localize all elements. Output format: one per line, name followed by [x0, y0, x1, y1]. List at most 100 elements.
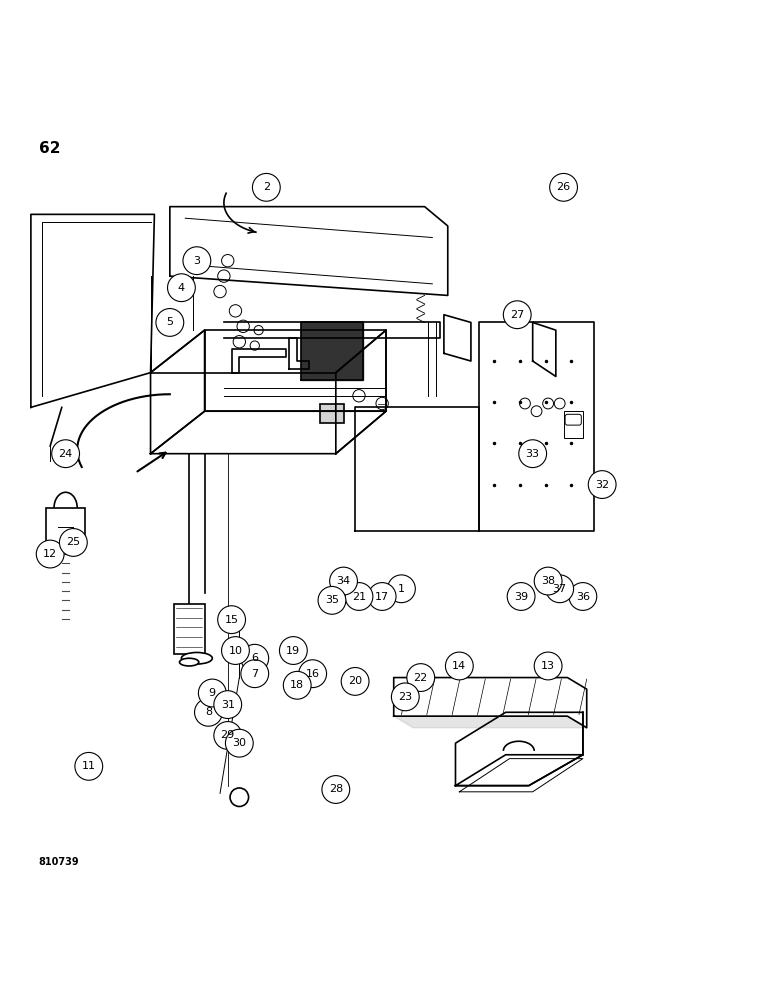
Circle shape: [230, 788, 249, 806]
Circle shape: [299, 660, 327, 688]
Circle shape: [376, 397, 388, 410]
Circle shape: [322, 776, 350, 803]
Circle shape: [407, 664, 435, 691]
Text: 37: 37: [553, 584, 567, 594]
Circle shape: [254, 326, 263, 335]
Circle shape: [330, 567, 357, 595]
Text: 30: 30: [232, 738, 246, 748]
Circle shape: [36, 540, 64, 568]
Circle shape: [588, 471, 616, 498]
Text: 19: 19: [286, 646, 300, 656]
Circle shape: [183, 247, 211, 275]
Circle shape: [279, 637, 307, 664]
Circle shape: [554, 398, 565, 409]
Circle shape: [519, 440, 547, 468]
Circle shape: [214, 691, 242, 718]
Ellipse shape: [181, 652, 212, 664]
Circle shape: [222, 637, 249, 664]
Text: 2: 2: [262, 182, 270, 192]
FancyBboxPatch shape: [565, 414, 581, 425]
Circle shape: [241, 644, 269, 672]
Text: 16: 16: [306, 669, 320, 679]
Text: 38: 38: [541, 576, 555, 586]
Circle shape: [233, 336, 245, 348]
Circle shape: [59, 529, 87, 556]
Circle shape: [52, 440, 80, 468]
Circle shape: [198, 679, 226, 707]
Circle shape: [391, 683, 419, 711]
Text: 23: 23: [398, 692, 412, 702]
Circle shape: [318, 586, 346, 614]
Circle shape: [534, 567, 562, 595]
Circle shape: [237, 320, 249, 332]
Bar: [564, 411, 583, 438]
Text: 34: 34: [337, 576, 350, 586]
Circle shape: [546, 575, 574, 603]
Circle shape: [225, 729, 253, 757]
Text: 5: 5: [166, 317, 174, 327]
Text: 8: 8: [205, 707, 212, 717]
Text: 9: 9: [208, 688, 216, 698]
Text: 32: 32: [595, 480, 609, 490]
Text: 11: 11: [82, 761, 96, 771]
Text: 39: 39: [514, 591, 528, 601]
Text: 6: 6: [251, 653, 259, 663]
Text: 7: 7: [251, 669, 259, 679]
Text: 36: 36: [576, 591, 590, 601]
Polygon shape: [301, 322, 363, 380]
Circle shape: [388, 575, 415, 603]
Circle shape: [569, 583, 597, 610]
Text: 10: 10: [229, 646, 242, 656]
Circle shape: [156, 309, 184, 336]
Text: 15: 15: [225, 615, 239, 625]
Circle shape: [222, 255, 234, 267]
Circle shape: [214, 285, 226, 298]
Circle shape: [531, 406, 542, 417]
Text: 35: 35: [325, 595, 339, 605]
Ellipse shape: [179, 658, 198, 666]
Circle shape: [229, 305, 242, 317]
Circle shape: [168, 274, 195, 302]
Circle shape: [218, 270, 230, 282]
Text: 62: 62: [39, 141, 60, 156]
Circle shape: [503, 301, 531, 329]
Circle shape: [241, 660, 269, 688]
Circle shape: [507, 583, 535, 610]
Text: 12: 12: [43, 549, 57, 559]
Text: 20: 20: [348, 676, 362, 686]
Text: 810739: 810739: [39, 857, 80, 867]
Text: 25: 25: [66, 537, 80, 547]
Circle shape: [218, 606, 245, 634]
Text: 26: 26: [557, 182, 571, 192]
Text: 17: 17: [375, 591, 389, 601]
Text: 31: 31: [221, 700, 235, 710]
Text: 1: 1: [398, 584, 405, 594]
Text: 29: 29: [221, 730, 235, 740]
Circle shape: [195, 698, 222, 726]
Circle shape: [543, 398, 554, 409]
Polygon shape: [394, 716, 587, 728]
Text: 4: 4: [178, 283, 185, 293]
Circle shape: [252, 173, 280, 201]
Text: 28: 28: [329, 784, 343, 794]
Text: 18: 18: [290, 680, 304, 690]
Circle shape: [353, 390, 365, 402]
Text: 27: 27: [510, 310, 524, 320]
Circle shape: [345, 583, 373, 610]
Bar: [320, 403, 344, 423]
Circle shape: [520, 398, 530, 409]
Text: 24: 24: [59, 449, 73, 459]
Circle shape: [75, 752, 103, 780]
Circle shape: [534, 652, 562, 680]
Circle shape: [283, 671, 311, 699]
Text: 3: 3: [193, 256, 201, 266]
Text: 13: 13: [541, 661, 555, 671]
Text: 33: 33: [526, 449, 540, 459]
Circle shape: [214, 722, 242, 749]
Circle shape: [341, 668, 369, 695]
Text: 21: 21: [352, 591, 366, 601]
Bar: [46, 508, 85, 546]
Circle shape: [445, 652, 473, 680]
Circle shape: [550, 173, 577, 201]
Circle shape: [250, 341, 259, 350]
